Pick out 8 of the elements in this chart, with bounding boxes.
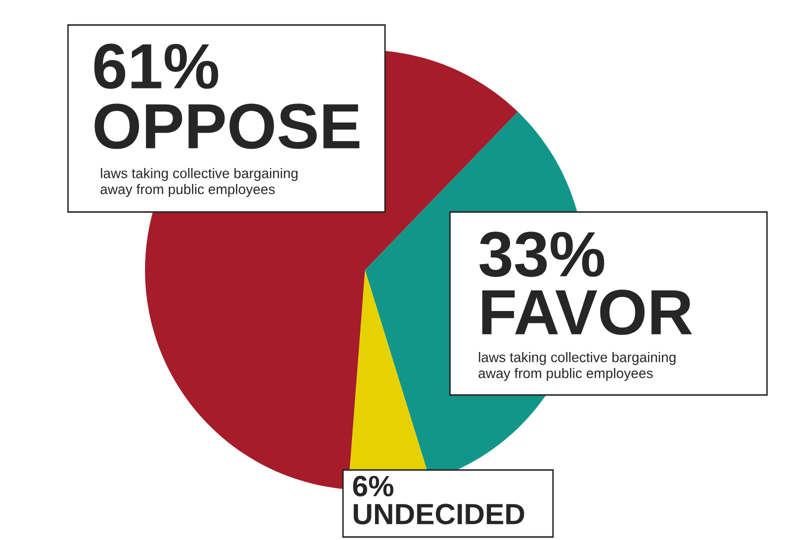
data-label: 6%	[353, 476, 394, 496]
text: laws taking collective bargaining away from public employees	[478, 352, 676, 381]
slice-label: FAVOR	[482, 290, 692, 335]
slice-label: UNDECIDED	[354, 504, 524, 524]
slice-label: OPPOSE	[94, 104, 360, 149]
text: laws taking collective bargaining away from public employees	[100, 168, 298, 197]
data-label: 33%	[479, 232, 604, 278]
data-label: 61%	[94, 44, 218, 89]
